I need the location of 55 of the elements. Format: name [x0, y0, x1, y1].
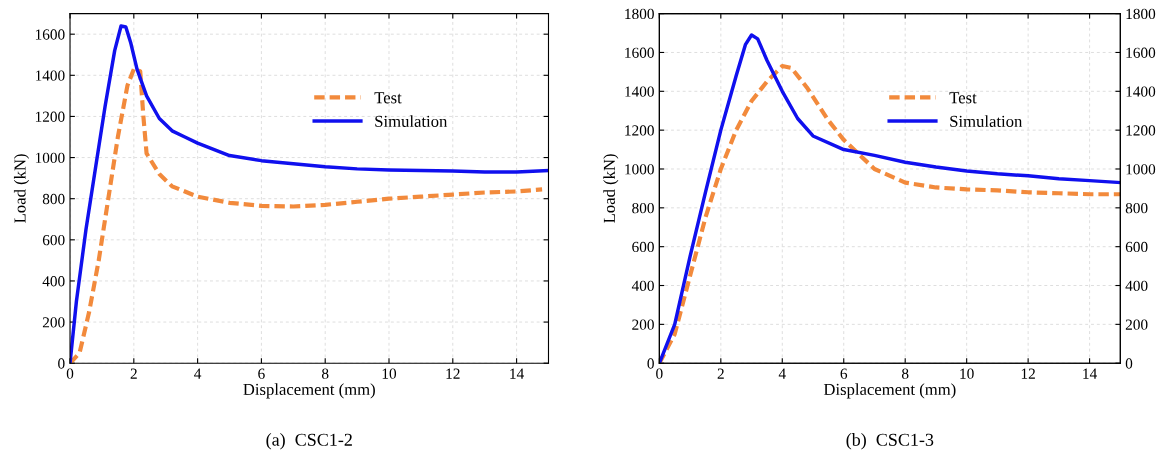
y-axis-title: Load (kN): [603, 154, 619, 223]
y2-tick-label: 1600: [1126, 47, 1156, 58]
x-tick-label: 14: [1083, 368, 1097, 379]
y2-tick-label: 1000: [1126, 164, 1156, 175]
y-tick-label: 1000: [625, 164, 654, 175]
y2-tick-label: 800: [1125, 202, 1148, 214]
x-tick-label: 6: [840, 368, 848, 379]
x-tick-label: 10: [960, 368, 974, 379]
legend-label: Simulation: [375, 115, 448, 127]
y2-tick-label: 1400: [1126, 86, 1156, 97]
y-axis-title: Load (kN): [13, 154, 30, 223]
x-tick-label: 10: [382, 368, 397, 379]
x-tick-label: 14: [510, 368, 524, 379]
x-tick-label: 4: [194, 368, 202, 379]
y-tick-label: 1400: [35, 70, 65, 81]
legend-label: Test: [949, 92, 977, 104]
x-tick-label: 2: [717, 368, 724, 379]
x-axis-title: Displacement (mm): [823, 383, 956, 399]
y-tick-label: 1400: [625, 86, 654, 97]
x-tick-label: 2: [130, 368, 137, 379]
y-tick-label: 1000: [35, 152, 65, 164]
y-tick-label: 1200: [625, 125, 654, 136]
y-tick-label: 200: [42, 317, 65, 328]
y-tick-label: 200: [632, 319, 654, 330]
y-tick-label: 0: [647, 358, 654, 369]
y-tick-label: 1600: [35, 29, 65, 40]
y2-tick-label: 400: [1125, 280, 1148, 291]
legend-label: Simulation: [950, 115, 1023, 127]
y-tick-label: 1200: [35, 111, 65, 122]
y2-tick-label: 200: [1125, 319, 1148, 330]
x-axis-title: Displacement (mm): [243, 383, 375, 399]
x-tick-label: 0: [66, 368, 74, 379]
legend-label: Test: [374, 92, 402, 104]
y-tick-label: 800: [632, 202, 654, 214]
y-tick-label: 0: [58, 358, 65, 369]
x-tick-label: 12: [1021, 368, 1035, 379]
x-tick-label: 12: [446, 368, 460, 379]
y-tick-label: 600: [632, 241, 654, 253]
y-tick-label: 1800: [625, 8, 654, 20]
x-tick-label: 8: [321, 368, 329, 379]
text: (a) CSC1-2: [266, 433, 352, 450]
y2-tick-label: 0: [1125, 358, 1133, 369]
y-tick-label: 1600: [625, 47, 654, 58]
x-tick-label: 6: [258, 368, 265, 379]
x-tick-label: 8: [901, 368, 909, 379]
y2-tick-label: 1200: [1126, 125, 1156, 136]
x-tick-label: 0: [656, 368, 663, 379]
y-tick-label: 800: [42, 193, 65, 205]
text: (b) CSC1-3: [846, 433, 934, 450]
y-tick-label: 400: [42, 276, 65, 287]
y-tick-label: 400: [631, 280, 654, 291]
x-tick-label: 4: [778, 368, 786, 379]
y2-tick-label: 1800: [1126, 8, 1156, 20]
y2-tick-label: 600: [1125, 241, 1148, 253]
y-tick-label: 600: [42, 234, 65, 246]
